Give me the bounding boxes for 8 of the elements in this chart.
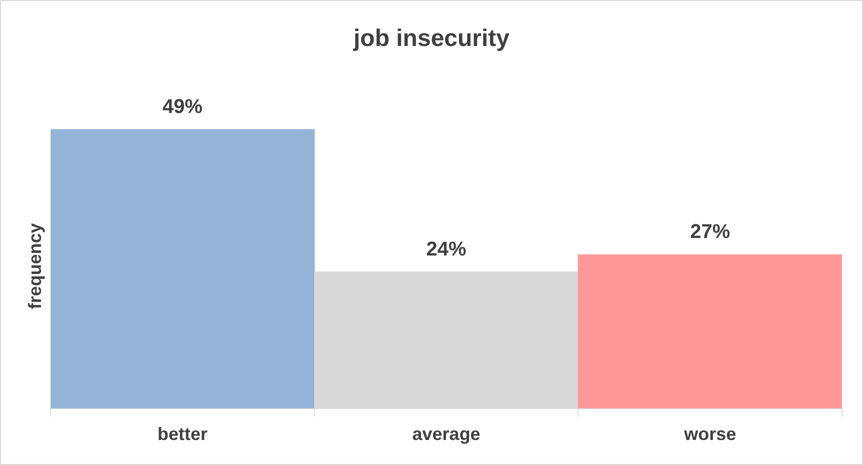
data-label: 49% [162,96,203,118]
data-label: 24% [426,238,467,260]
x-tick-label: average [412,424,480,444]
x-tick-label: worse [683,424,736,444]
y-axis-title: frequency [24,223,45,310]
chart-title: job insecurity [352,25,510,52]
data-label: 27% [690,221,730,244]
x-tick-label: better [157,424,208,444]
